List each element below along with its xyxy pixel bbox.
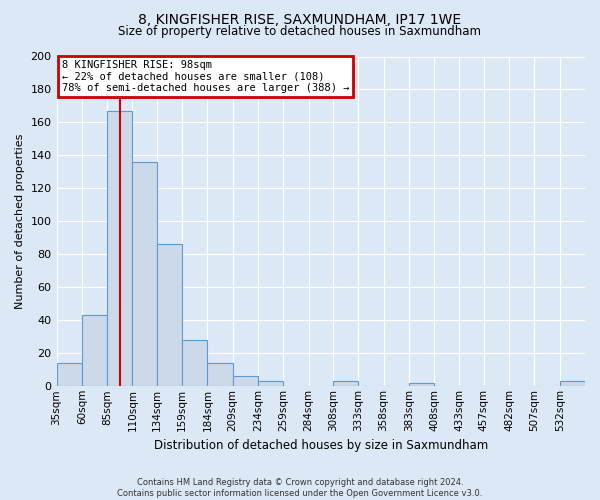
X-axis label: Distribution of detached houses by size in Saxmundham: Distribution of detached houses by size … xyxy=(154,440,488,452)
Bar xyxy=(409,383,434,386)
Bar xyxy=(133,162,157,386)
Y-axis label: Number of detached properties: Number of detached properties xyxy=(15,134,25,309)
Text: 8 KINGFISHER RISE: 98sqm
← 22% of detached houses are smaller (108)
78% of semi-: 8 KINGFISHER RISE: 98sqm ← 22% of detach… xyxy=(62,60,349,93)
Text: Size of property relative to detached houses in Saxmundham: Size of property relative to detached ho… xyxy=(119,25,482,38)
Text: Contains HM Land Registry data © Crown copyright and database right 2024.
Contai: Contains HM Land Registry data © Crown c… xyxy=(118,478,482,498)
Bar xyxy=(56,363,82,386)
Bar xyxy=(333,382,358,386)
Bar xyxy=(560,382,585,386)
Bar xyxy=(82,316,107,386)
Bar xyxy=(258,382,283,386)
Bar xyxy=(233,376,258,386)
Text: 8, KINGFISHER RISE, SAXMUNDHAM, IP17 1WE: 8, KINGFISHER RISE, SAXMUNDHAM, IP17 1WE xyxy=(139,12,461,26)
Bar xyxy=(182,340,208,386)
Bar xyxy=(208,363,233,386)
Bar xyxy=(157,244,182,386)
Bar xyxy=(107,111,133,386)
